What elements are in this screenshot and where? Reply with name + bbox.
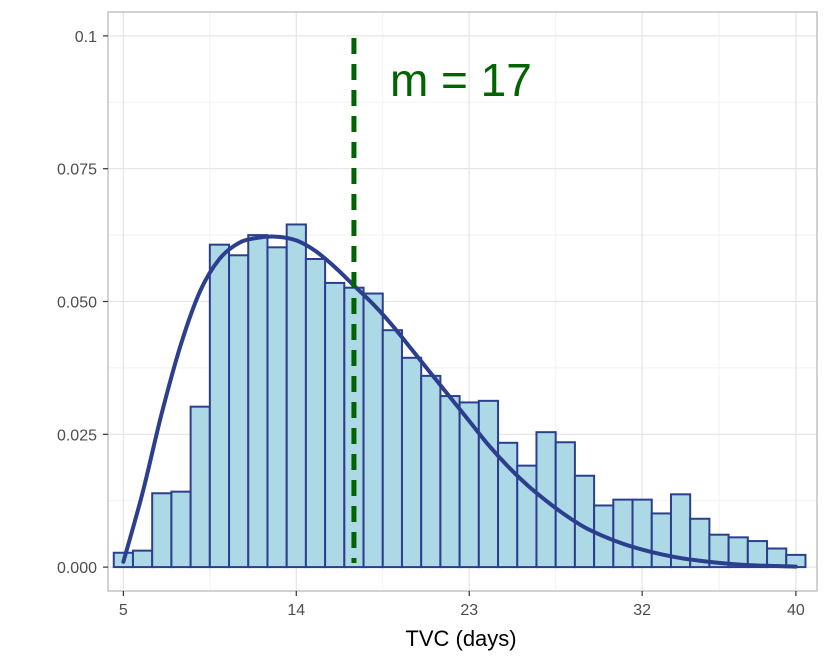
histogram-bar bbox=[304, 258, 327, 569]
histogram-bars bbox=[112, 223, 807, 569]
x-tick-label: 14 bbox=[287, 602, 305, 619]
y-axis: 0.000 0.025 0.050 0.075 0.1 bbox=[57, 29, 108, 577]
histogram-bar bbox=[631, 498, 653, 569]
histogram-bar bbox=[439, 395, 461, 569]
x-tick-label: 32 bbox=[633, 602, 651, 619]
histogram-bar bbox=[285, 223, 307, 569]
y-tick-label: 0.1 bbox=[75, 29, 97, 46]
y-tick-label: 0.075 bbox=[57, 162, 97, 179]
histogram-bar bbox=[189, 405, 211, 569]
histogram-bar bbox=[612, 498, 634, 569]
histogram-bar bbox=[381, 329, 403, 569]
histogram-bar bbox=[477, 399, 500, 569]
histogram-bar bbox=[151, 492, 173, 569]
histogram-bar bbox=[228, 254, 250, 569]
histogram-bar bbox=[420, 374, 442, 569]
x-tick-label: 5 bbox=[119, 602, 128, 619]
histogram-bar bbox=[266, 246, 288, 569]
x-axis-title: TVC (days) bbox=[405, 626, 516, 651]
y-tick-label: 0.050 bbox=[57, 295, 97, 312]
x-axis: 5 14 23 32 40 bbox=[119, 591, 805, 619]
histogram-bar bbox=[208, 243, 231, 569]
x-tick-label: 40 bbox=[787, 602, 805, 619]
histogram-bar bbox=[400, 356, 423, 569]
y-tick-label: 0.000 bbox=[57, 560, 97, 577]
histogram-bar bbox=[131, 549, 154, 569]
density-curve bbox=[121, 234, 798, 569]
x-tick-label: 23 bbox=[460, 602, 478, 619]
histogram-bar bbox=[324, 281, 346, 569]
histogram-bar bbox=[170, 490, 192, 569]
histogram-bar bbox=[554, 441, 576, 569]
histogram-bar bbox=[650, 512, 672, 569]
histogram-bar bbox=[247, 234, 269, 569]
histogram-bar bbox=[362, 292, 384, 569]
y-tick-label: 0.025 bbox=[57, 427, 97, 444]
median-annotation: m = 17 bbox=[390, 54, 532, 106]
